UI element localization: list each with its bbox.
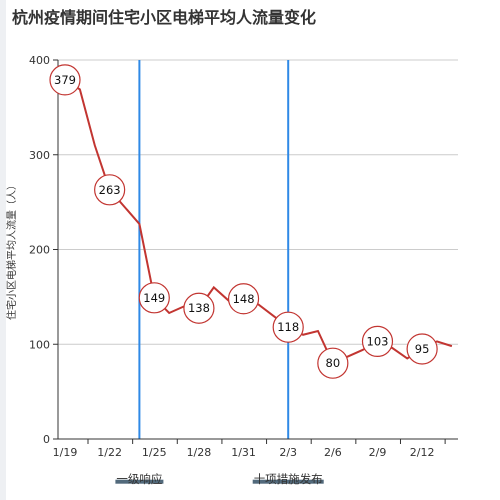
y-axis-label: 住宅小区电梯平均人流量（人）: [5, 180, 18, 320]
data-point-bubble: [317, 347, 349, 379]
chart-title: 杭州疫情期间住宅小区电梯平均人流量变化: [12, 8, 317, 27]
grid-layer: [58, 59, 458, 345]
data-point-bubble: [227, 283, 260, 315]
data-point-bubble: [183, 292, 215, 324]
data-label: 138: [188, 301, 210, 315]
data-label: 263: [99, 183, 121, 197]
x-tick-label: 1/22: [97, 446, 122, 459]
y-tick-label: 200: [29, 244, 50, 257]
x-tick-label: 2/9: [369, 446, 387, 459]
axis-layer: 0 100 200 300 400 1/19 1/22 1/25 1/28 1/31 2/3 2/6 2…: [29, 54, 458, 459]
event-label-underline: [115, 479, 164, 484]
data-label: 118: [277, 320, 299, 334]
y-tick-label: 100: [29, 338, 50, 351]
bubble-layer: 379 263 149 138 148 118 80 103 95: [49, 64, 438, 379]
data-label: 80: [326, 356, 341, 370]
event-layer: [138, 60, 290, 439]
x-tick-label: 1/25: [142, 446, 167, 459]
y-tick-label: 300: [29, 149, 50, 162]
x-tick-label: 2/6: [324, 446, 342, 459]
y-tick-label: 400: [29, 54, 50, 67]
data-point-bubble: [138, 282, 170, 314]
event-label: 十项措施发布: [254, 472, 323, 486]
event-label: 一级响应: [116, 472, 162, 486]
series-line: [64, 79, 453, 365]
y-tick-label: 0: [43, 433, 50, 446]
left-strip: [0, 0, 6, 500]
data-label: 103: [367, 334, 389, 348]
data-label: 379: [54, 73, 76, 87]
data-label: 149: [143, 291, 165, 305]
event-label-underline: [252, 479, 324, 484]
x-tick-label: 2/3: [279, 446, 297, 459]
data-label: 148: [233, 292, 255, 306]
data-point-bubble: [49, 64, 81, 96]
data-point-bubble: [406, 333, 438, 365]
x-tick-label: 1/28: [187, 446, 212, 459]
event-label-layer: 一级响应 十项措施发布: [115, 472, 324, 486]
data-point-bubble: [272, 311, 304, 343]
data-point-bubble: [94, 174, 126, 206]
x-tick-label: 1/31: [231, 446, 256, 459]
x-tick-label: 2/12: [410, 446, 435, 459]
data-label: 95: [415, 342, 430, 356]
x-tick-label: 1/19: [53, 446, 78, 459]
data-point-bubble: [361, 325, 394, 358]
